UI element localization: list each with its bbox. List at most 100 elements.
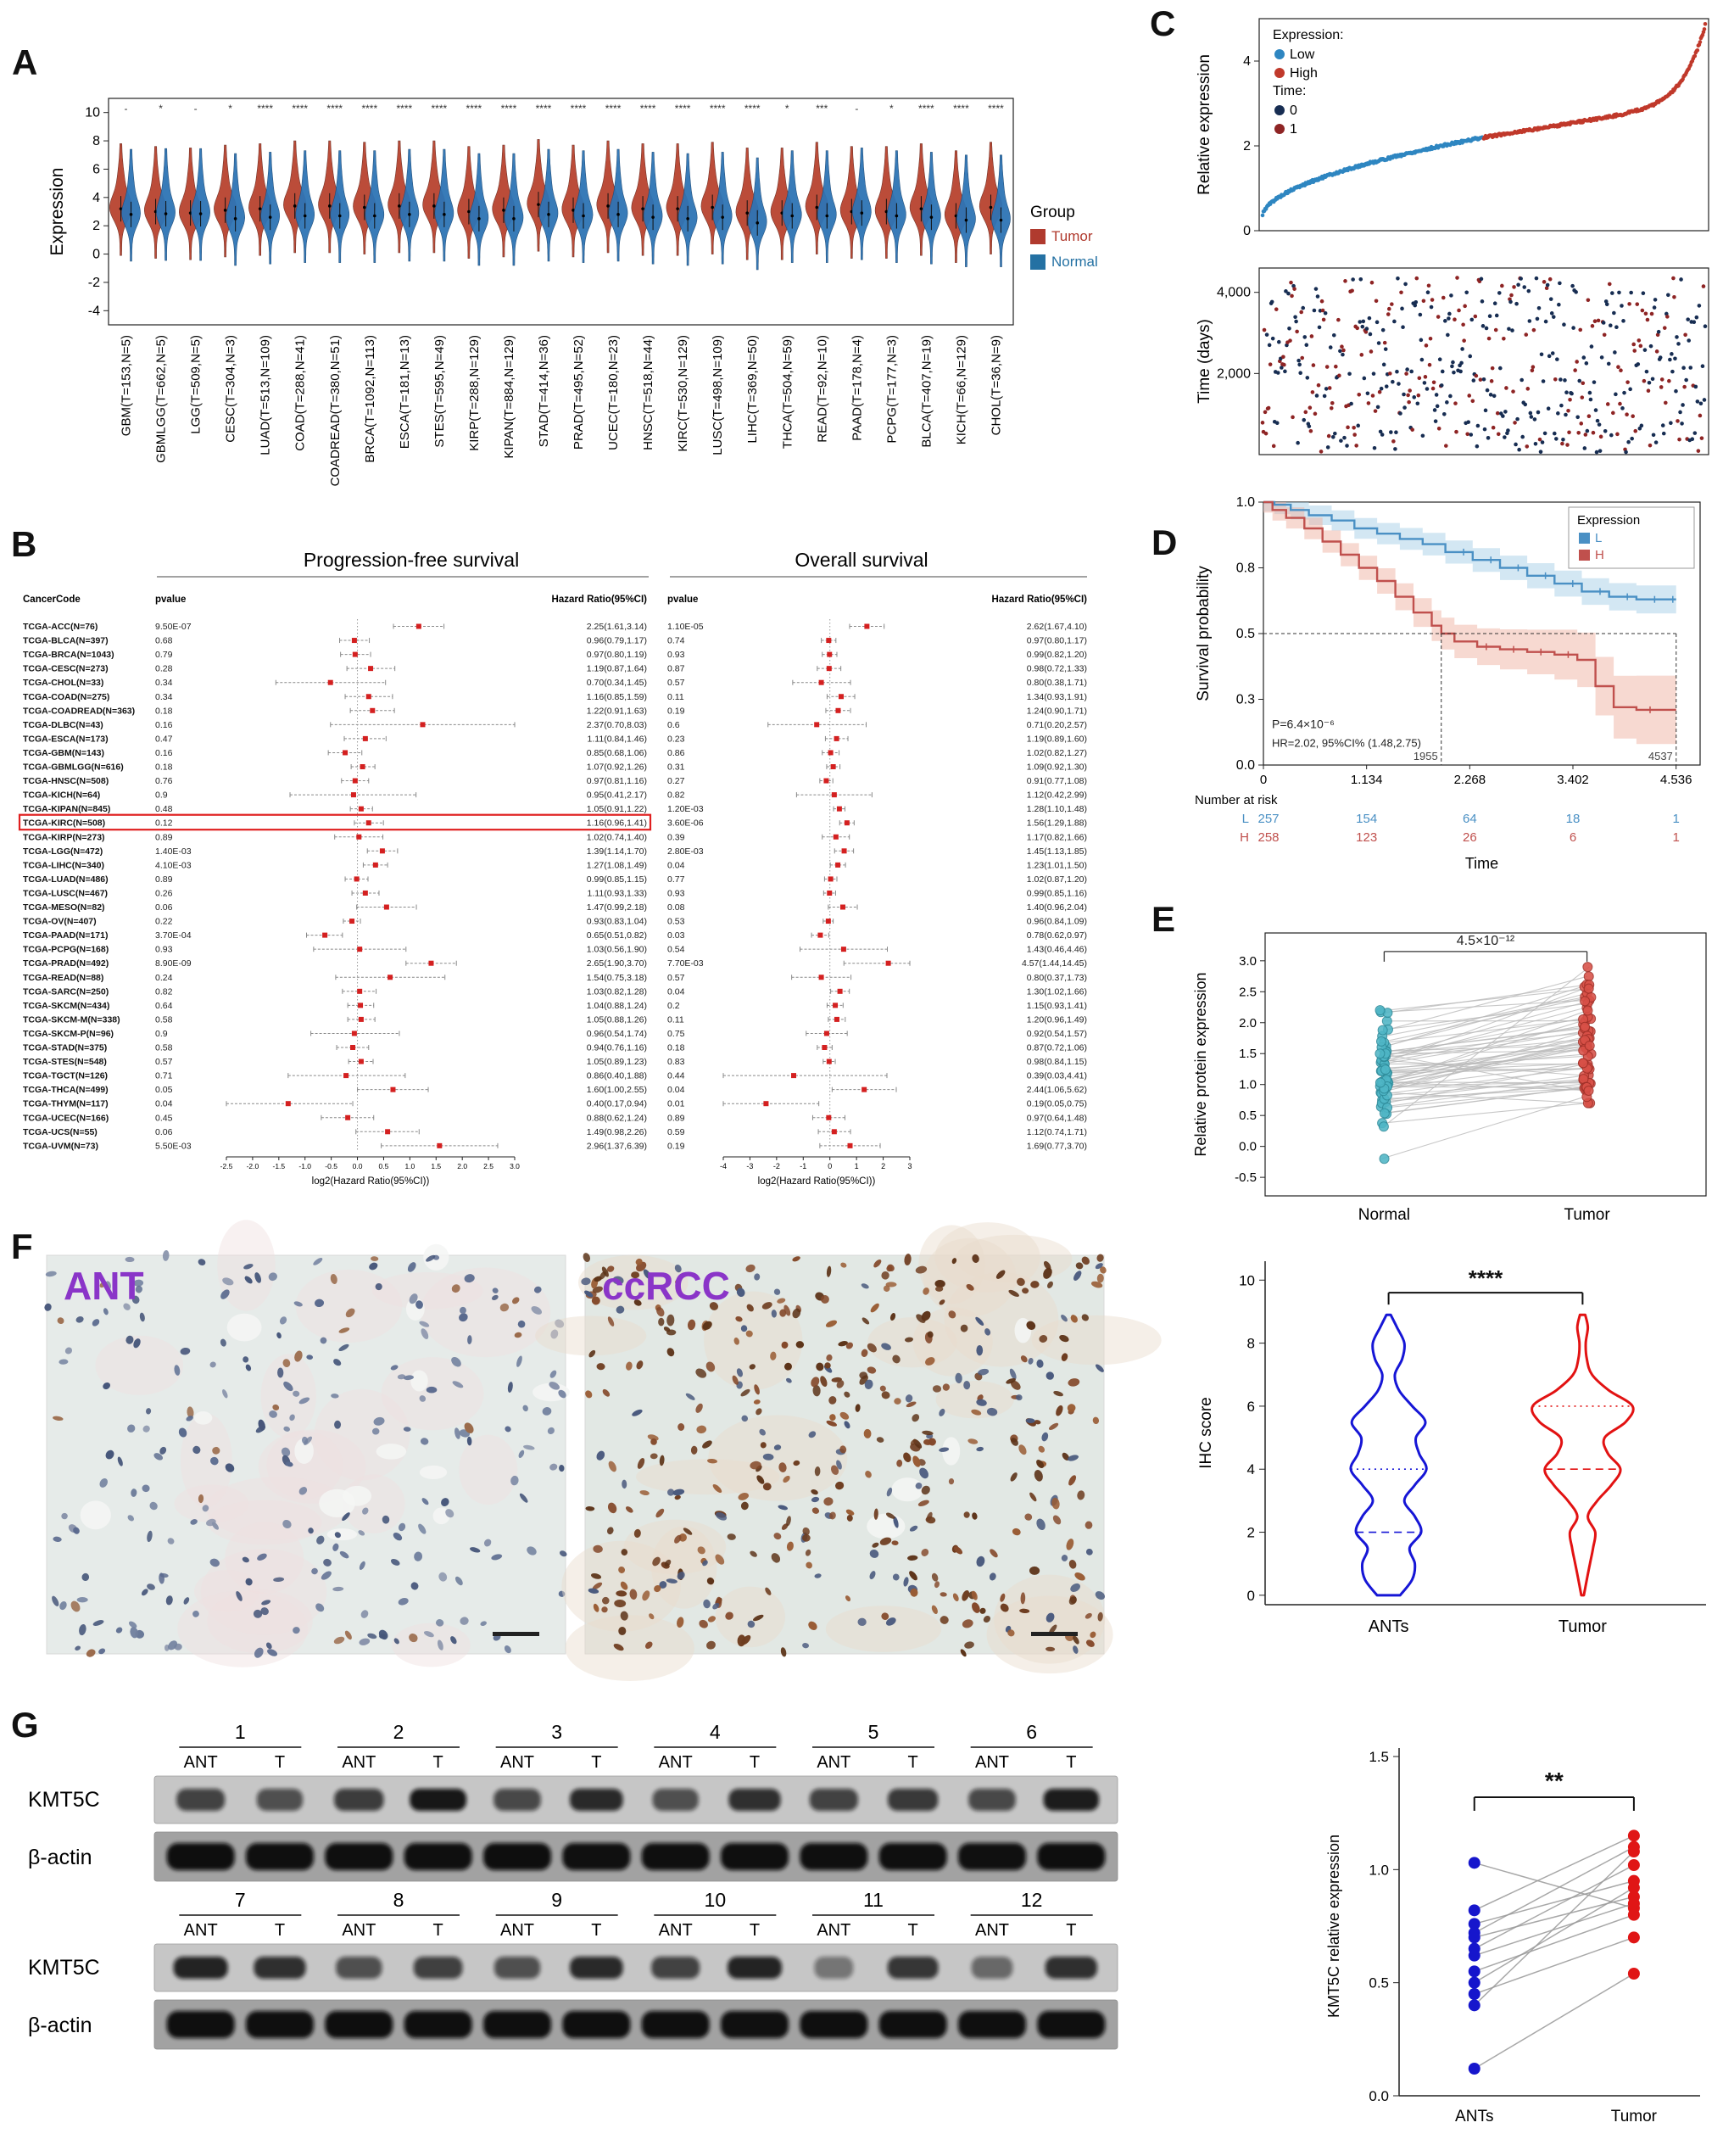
svg-text:1.04(0.88,1.24): 1.04(0.88,1.24) bbox=[587, 1001, 647, 1011]
svg-text:T: T bbox=[275, 1921, 285, 1940]
svg-text:TCGA-LGG(N=472): TCGA-LGG(N=472) bbox=[23, 846, 103, 857]
svg-text:T: T bbox=[591, 1921, 601, 1940]
svg-text:0.97(0.64,1.48): 0.97(0.64,1.48) bbox=[1027, 1113, 1087, 1123]
svg-text:TCGA-LUAD(N=486): TCGA-LUAD(N=486) bbox=[23, 874, 109, 885]
svg-text:-2.5: -2.5 bbox=[220, 1162, 233, 1170]
svg-text:0.93: 0.93 bbox=[667, 888, 685, 898]
svg-text:1.02(0.87,1.20): 1.02(0.87,1.20) bbox=[1027, 874, 1087, 885]
svg-text:0.11: 0.11 bbox=[667, 1014, 684, 1025]
svg-text:CancerCode: CancerCode bbox=[23, 595, 81, 605]
svg-text:0.57: 0.57 bbox=[155, 1057, 173, 1067]
svg-text:TCGA-LUSC(N=467): TCGA-LUSC(N=467) bbox=[23, 888, 108, 898]
svg-text:1.39(1.14,1.70): 1.39(1.14,1.70) bbox=[587, 846, 647, 857]
svg-text:TCGA-THCA(N=499): TCGA-THCA(N=499) bbox=[23, 1085, 109, 1095]
svg-text:1.69(0.77,3.70): 1.69(0.77,3.70) bbox=[1027, 1141, 1087, 1151]
svg-text:3: 3 bbox=[551, 1721, 562, 1743]
svg-text:-2: -2 bbox=[773, 1162, 780, 1170]
svg-text:6: 6 bbox=[1570, 830, 1576, 845]
svg-text:Overall survival: Overall survival bbox=[795, 549, 928, 571]
svg-text:0.87(0.72,1.06): 0.87(0.72,1.06) bbox=[1027, 1043, 1087, 1053]
svg-text:4: 4 bbox=[1247, 1461, 1255, 1477]
svg-text:-4: -4 bbox=[720, 1162, 727, 1170]
svg-text:0.27: 0.27 bbox=[667, 776, 685, 786]
svg-text:5: 5 bbox=[868, 1721, 879, 1743]
svg-text:2.96(1.37,6.39): 2.96(1.37,6.39) bbox=[587, 1141, 647, 1151]
svg-text:T: T bbox=[750, 1921, 760, 1940]
svg-text:T: T bbox=[1066, 1921, 1076, 1940]
svg-text:0.19: 0.19 bbox=[667, 1141, 685, 1151]
svg-text:ANT: ANT bbox=[659, 1921, 693, 1940]
svg-text:8: 8 bbox=[92, 134, 100, 148]
svg-text:BRCA(T=1092,N=113): BRCA(T=1092,N=113) bbox=[363, 335, 377, 463]
svg-text:2: 2 bbox=[92, 219, 100, 233]
svg-text:4.10E-03: 4.10E-03 bbox=[155, 860, 192, 870]
svg-text:3.60E-06: 3.60E-06 bbox=[667, 818, 704, 829]
panel-b-forest-plot: Progression-free survival Overall surviva… bbox=[18, 549, 1087, 1187]
svg-text:TCGA-ESCA(N=173): TCGA-ESCA(N=173) bbox=[23, 734, 109, 744]
svg-text:1.5: 1.5 bbox=[431, 1162, 441, 1170]
svg-text:0.2: 0.2 bbox=[667, 1001, 680, 1011]
svg-text:UCEC(T=180,N=23): UCEC(T=180,N=23) bbox=[606, 335, 621, 450]
svg-text:T: T bbox=[1066, 1753, 1076, 1772]
svg-text:0.70(0.34,1.45): 0.70(0.34,1.45) bbox=[587, 678, 647, 688]
svg-text:1.03(0.56,1.90): 1.03(0.56,1.90) bbox=[587, 945, 647, 955]
svg-text:LUAD(T=513,N=109): LUAD(T=513,N=109) bbox=[259, 335, 273, 455]
svg-text:0.04: 0.04 bbox=[667, 986, 685, 997]
svg-text:0.40(0.17,0.94): 0.40(0.17,0.94) bbox=[587, 1099, 647, 1109]
svg-text:COAD(T=288,N=41): COAD(T=288,N=41) bbox=[293, 335, 308, 451]
svg-text:****: **** bbox=[326, 103, 343, 115]
panel-a-violin-chart: 10 8 6 4 2 0 -2 -4 Expression - GBM(T=153,N=5) * GBM… bbox=[47, 98, 1098, 486]
svg-text:0.89: 0.89 bbox=[667, 1113, 685, 1123]
svg-text:0.05: 0.05 bbox=[155, 1085, 173, 1095]
panel-c-time-scatter: 2,000 4,000 Time (days) bbox=[1196, 267, 1709, 455]
svg-text:0.3: 0.3 bbox=[1236, 693, 1255, 707]
svg-text:0.22: 0.22 bbox=[155, 917, 173, 927]
svg-text:TCGA-STAD(N=375): TCGA-STAD(N=375) bbox=[23, 1043, 107, 1053]
svg-text:1.54(0.75,3.18): 1.54(0.75,3.18) bbox=[587, 973, 647, 983]
panel-e-ihc-violin-plot: 0 2 4 6 8 10 IHC score ANTs Tumor **** bbox=[1197, 1261, 1706, 1636]
svg-text:0.39: 0.39 bbox=[667, 832, 685, 842]
svg-text:0.85(0.68,1.06): 0.85(0.68,1.06) bbox=[587, 748, 647, 758]
svg-text:TCGA-PAAD(N=171): TCGA-PAAD(N=171) bbox=[23, 930, 108, 941]
svg-text:H: H bbox=[1595, 548, 1604, 562]
svg-text:2.80E-03: 2.80E-03 bbox=[667, 846, 704, 857]
svg-text:TCGA-GBMLGG(N=616): TCGA-GBMLGG(N=616) bbox=[23, 762, 124, 773]
svg-text:LGG(T=509,N=5): LGG(T=509,N=5) bbox=[189, 335, 204, 434]
svg-text:3.402: 3.402 bbox=[1557, 773, 1589, 787]
panel-c-expression-rank-plot: 0 2 4 Relative expression Expression: Low High… bbox=[1196, 18, 1709, 238]
svg-text:****: **** bbox=[744, 103, 761, 115]
svg-text:TCGA-ACC(N=76): TCGA-ACC(N=76) bbox=[23, 622, 98, 632]
svg-text:TCGA-COAD(N=275): TCGA-COAD(N=275) bbox=[23, 692, 109, 702]
svg-text:2.25(1.61,3.14): 2.25(1.61,3.14) bbox=[587, 622, 647, 632]
svg-text:Normal: Normal bbox=[1358, 1206, 1410, 1224]
svg-text:258: 258 bbox=[1257, 830, 1279, 845]
svg-text:KICH(T=66,N=129): KICH(T=66,N=129) bbox=[954, 335, 968, 444]
svg-text:2.0: 2.0 bbox=[457, 1162, 467, 1170]
svg-text:Time:: Time: bbox=[1273, 84, 1306, 98]
svg-text:****: **** bbox=[466, 103, 482, 115]
svg-text:Progression-free survival: Progression-free survival bbox=[304, 549, 519, 571]
svg-text:1.134: 1.134 bbox=[1351, 773, 1383, 787]
svg-text:IHC score: IHC score bbox=[1197, 1397, 1215, 1468]
panel-d-km-plot: 1.0 0.8 0.5 0.3 0.0 Survival probability 0 1.13… bbox=[1195, 495, 1701, 872]
svg-text:1.03(0.82,1.28): 1.03(0.82,1.28) bbox=[587, 986, 647, 997]
svg-text:2: 2 bbox=[393, 1721, 404, 1743]
svg-text:0.93(0.83,1.04): 0.93(0.83,1.04) bbox=[587, 917, 647, 927]
svg-text:Hazard Ratio(95%CI): Hazard Ratio(95%CI) bbox=[552, 595, 648, 605]
svg-text:0.82: 0.82 bbox=[155, 986, 173, 997]
panel-e-label: E bbox=[1151, 899, 1176, 939]
svg-text:0.71: 0.71 bbox=[155, 1071, 173, 1081]
svg-text:0.68: 0.68 bbox=[155, 636, 173, 646]
svg-text:1.02(0.74,1.40): 1.02(0.74,1.40) bbox=[587, 832, 647, 842]
svg-text:Tumor: Tumor bbox=[1051, 228, 1093, 244]
svg-text:0.97(0.81,1.16): 0.97(0.81,1.16) bbox=[587, 776, 647, 786]
svg-text:3.0: 3.0 bbox=[1239, 954, 1257, 969]
svg-text:T: T bbox=[908, 1921, 918, 1940]
svg-text:****: **** bbox=[432, 103, 448, 115]
svg-text:0.0: 0.0 bbox=[1236, 758, 1255, 773]
svg-text:ANT: ANT bbox=[64, 1264, 144, 1308]
svg-text:T: T bbox=[433, 1753, 443, 1772]
svg-text:0.89: 0.89 bbox=[155, 832, 173, 842]
svg-text:2: 2 bbox=[1247, 1525, 1255, 1541]
svg-text:9: 9 bbox=[551, 1889, 562, 1911]
